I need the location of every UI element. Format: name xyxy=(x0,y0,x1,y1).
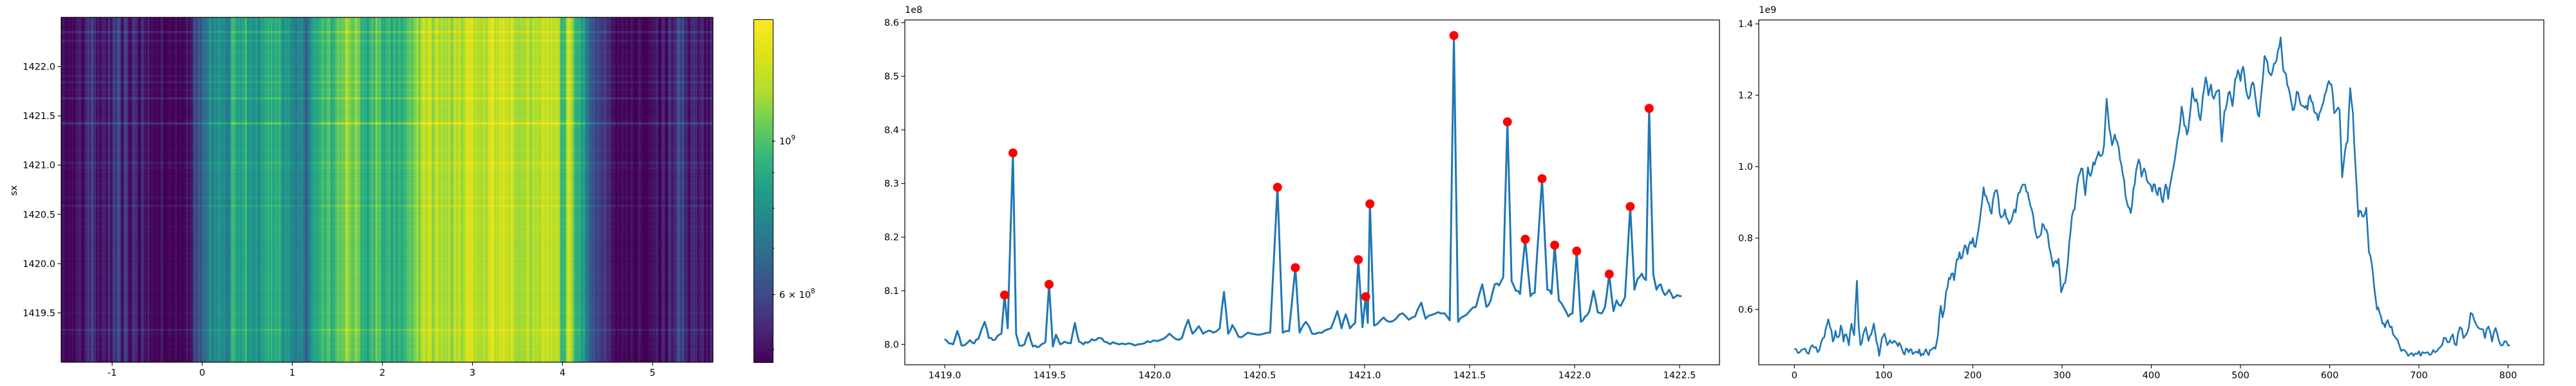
peak-marker xyxy=(1502,117,1512,127)
spectrum-x-tick-label: 1421.0 xyxy=(1349,371,1381,381)
timeseries-y-tick-label: 1.2 xyxy=(1738,91,1753,101)
spectrum-line xyxy=(943,34,1682,348)
heatmap-spines xyxy=(61,17,714,363)
spectrum-x-tick-label: 1420.5 xyxy=(1244,371,1276,381)
timeseries-line xyxy=(1794,36,2510,357)
heatmap-y-tick-label: 1421.0 xyxy=(23,161,55,171)
timeseries-y-tick-label: 0.6 xyxy=(1738,305,1753,315)
peak-marker xyxy=(1045,280,1054,289)
spectrum-x-tick-label: 1419.5 xyxy=(1034,371,1066,381)
heatmap-x-tick-label: 0 xyxy=(199,368,205,378)
peak-marker xyxy=(1361,292,1370,302)
spectrum-y-tick-label: 8.4 xyxy=(884,125,899,136)
peak-marker xyxy=(999,290,1009,300)
colorbar-tick-label: 109 xyxy=(779,134,795,147)
spectrum-y-tick-label: 8.1 xyxy=(884,286,899,297)
peak-marker xyxy=(1008,148,1018,158)
timeseries-x-tick-label: 700 xyxy=(2410,371,2428,381)
heatmap-x-tick-label: 1 xyxy=(289,368,295,378)
colorbar xyxy=(753,19,773,363)
spectrum-x-tick-label: 1420.0 xyxy=(1139,371,1171,381)
heatmap-y-tick-label: 1422.0 xyxy=(23,62,55,73)
peak-marker xyxy=(1625,202,1635,212)
timeseries-y-tick-label: 1.0 xyxy=(1738,162,1753,172)
timeseries-x-tick-label: 300 xyxy=(2053,371,2071,381)
spectrum-x-tick-label: 1422.0 xyxy=(1558,371,1591,381)
colorbar-tick-label: 6 × 108 xyxy=(779,288,815,300)
spectrum-y-tick-label: 8.5 xyxy=(884,72,899,82)
timeseries-y-tick-label: 0.8 xyxy=(1738,234,1753,244)
heatmap-x-tick-label: 3 xyxy=(469,368,475,378)
spectrum-x-tick-label: 1421.5 xyxy=(1454,371,1486,381)
spectrum-offset-label: 1e8 xyxy=(905,5,923,15)
timeseries-x-tick-label: 500 xyxy=(2231,371,2249,381)
spectrum-x-tick-label: 1419.0 xyxy=(929,371,961,381)
peak-marker xyxy=(1644,104,1654,113)
timeseries-x-tick-label: 400 xyxy=(2143,371,2161,381)
spectrum-y-tick-label: 8.3 xyxy=(884,179,899,189)
heatmap-x-tick-label: 4 xyxy=(560,368,565,378)
peak-marker xyxy=(1273,183,1282,192)
spectrum-y-tick-label: 8.0 xyxy=(884,340,899,350)
peak-marker xyxy=(1604,270,1614,279)
peak-marker xyxy=(1550,241,1560,250)
timeseries-x-tick-label: 100 xyxy=(1875,371,1893,381)
heatmap-x-tick-label: 5 xyxy=(650,368,656,378)
heatmap-y-tick-label: 1419.5 xyxy=(23,308,55,318)
peak-marker xyxy=(1291,263,1300,273)
timeseries-x-tick-label: 0 xyxy=(1792,371,1797,381)
spectrum-y-tick-label: 8.6 xyxy=(884,18,899,28)
heatmap-image xyxy=(61,17,713,362)
timeseries-x-tick-label: 600 xyxy=(2321,371,2339,381)
heatmap-y-tick-label: 1420.5 xyxy=(23,210,55,220)
timeseries-x-tick-label: 200 xyxy=(1964,371,1982,381)
timeseries-y-tick-label: 1.4 xyxy=(1738,19,1753,30)
heatmap-x-tick-label: 2 xyxy=(379,368,385,378)
heatmap-x-tick-label: -1 xyxy=(108,368,117,378)
spectrum-y-tick-label: 8.2 xyxy=(884,233,899,243)
peak-marker xyxy=(1354,255,1363,264)
heatmap-y-tick-label: 1420.0 xyxy=(23,259,55,270)
peak-marker xyxy=(1365,199,1375,208)
peak-marker xyxy=(1449,31,1459,41)
timeseries-spines xyxy=(1758,19,2544,365)
spectrum-spines xyxy=(904,19,1720,365)
timeseries-x-tick-label: 800 xyxy=(2499,371,2517,381)
timeseries-offset-label: 1e9 xyxy=(1759,5,1777,15)
peak-marker xyxy=(1537,174,1547,183)
spectrum-x-tick-label: 1422.5 xyxy=(1663,371,1696,381)
peak-marker xyxy=(1520,234,1530,244)
peak-marker xyxy=(1572,246,1582,256)
heatmap-y-tick-label: 1421.5 xyxy=(23,111,55,122)
